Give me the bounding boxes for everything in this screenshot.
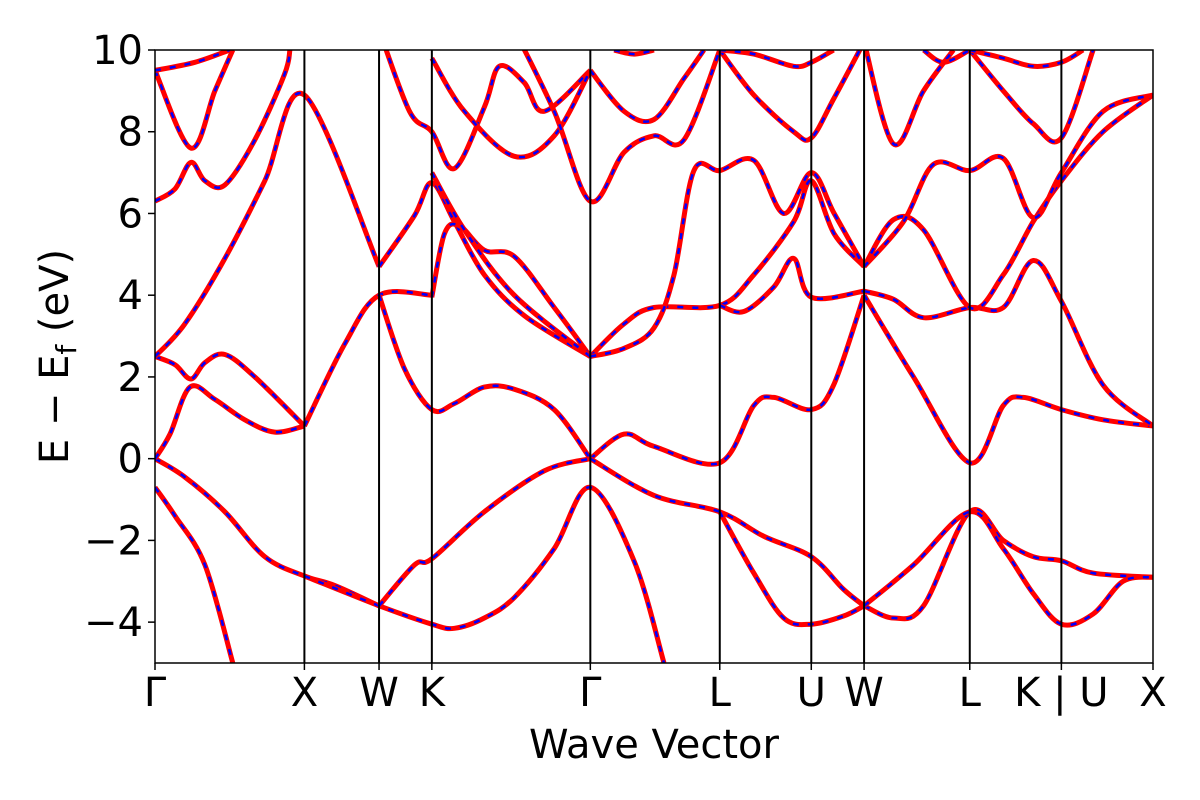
x-tick-label: K [419, 670, 447, 716]
x-tick-label: W [359, 670, 399, 716]
band-line-overlay-21 [589, 157, 866, 358]
band-line-overlay-20 [589, 179, 866, 358]
band-line-37 [969, 50, 1085, 69]
x-tick-label: X [1139, 670, 1166, 716]
x-tick-label: W [844, 670, 884, 716]
band-line-29 [862, 509, 1153, 628]
band-line-overlay-3 [155, 352, 306, 427]
band-line-14 [429, 171, 592, 359]
y-tick-label: 6 [118, 191, 143, 237]
y-tick-label: 0 [118, 437, 143, 483]
y-axis-label-subscript: f [50, 344, 83, 355]
band-line-28 [863, 507, 1153, 622]
band-line-overlay-13 [430, 222, 592, 358]
y-axis-label-unit: (eV) [32, 249, 78, 345]
band-line-overlay-14 [430, 171, 592, 358]
x-tick-label: K | U [1014, 670, 1108, 716]
x-axis-label: Wave Vector [529, 722, 780, 768]
band-line-overlay-31 [863, 259, 1153, 427]
band-line-overlay-18 [589, 50, 705, 123]
band-line-overlay-34 [864, 50, 955, 147]
band-line-overlay-33 [863, 93, 1153, 268]
band-line-33 [862, 92, 1153, 269]
band-line-overlay-15 [384, 50, 592, 170]
band-line-6 [155, 50, 236, 151]
band-line-30 [861, 293, 1153, 466]
band-line-8 [303, 484, 667, 663]
band-line-overlay-28 [863, 508, 1153, 621]
band-line-20 [588, 178, 866, 359]
y-tick-label: −2 [84, 518, 143, 564]
y-tick-label: 8 [118, 110, 143, 156]
band-line-26 [717, 50, 863, 143]
band-line-overlay-0 [155, 486, 235, 663]
band-lines [155, 50, 1153, 663]
x-tick-label: U [797, 670, 826, 716]
band-line-overlay-19 [613, 50, 655, 56]
kpoint-lines [303, 50, 1063, 663]
band-line-10 [376, 294, 593, 461]
band-line-4 [155, 90, 382, 359]
band-line-overlay-1 [155, 457, 380, 607]
band-line-overlay-27 [719, 50, 835, 68]
band-line-overlay-36 [968, 50, 1095, 144]
band-line-overlay-12 [378, 181, 591, 358]
band-line-overlay-11 [378, 457, 591, 607]
band-line-34 [863, 50, 956, 148]
band-line-11 [377, 456, 591, 608]
x-tick-label: L [959, 670, 982, 716]
band-line-9 [302, 289, 432, 428]
band-line-overlay-16 [430, 57, 592, 159]
band-line-overlay-29 [863, 510, 1153, 627]
band-line-overlay-17 [523, 50, 721, 203]
y-tick-label: 2 [118, 355, 143, 401]
band-line-overlay-30 [863, 294, 1153, 465]
band-line-overlay-35 [922, 50, 971, 64]
band-line-overlay-10 [377, 294, 592, 460]
band-line-overlay-2 [155, 384, 305, 460]
band-line-32 [861, 92, 1153, 312]
band-line-22 [718, 255, 865, 315]
band-line-overlay-26 [718, 50, 862, 142]
band-line-25 [717, 510, 866, 628]
band-line-overlay-25 [718, 511, 865, 626]
band-line-2 [155, 383, 306, 461]
band-line-18 [588, 50, 706, 125]
y-axis-label: E − Ef (eV) [32, 249, 83, 464]
band-line-7 [155, 50, 231, 73]
band-line-17 [521, 50, 723, 205]
band-line-0 [155, 485, 236, 663]
y-tick-label: −4 [84, 600, 143, 646]
x-tick-label: Γ [579, 670, 602, 716]
plot-frame [154, 49, 1154, 664]
x-tick-label: L [709, 670, 732, 716]
y-axis-ticks: −4 −2 0 2 4 6 8 10 [84, 28, 155, 646]
band-line-overlay-37 [969, 50, 1084, 68]
band-line-overlay-9 [303, 290, 432, 427]
y-tick-label: 10 [92, 28, 143, 74]
band-line-overlay-5 [155, 50, 292, 203]
band-line-overlay-24 [589, 457, 865, 607]
band-line-overlay-23 [589, 294, 866, 466]
band-line-overlay-22 [719, 257, 865, 314]
band-line-24 [589, 456, 866, 608]
y-tick-label: 4 [118, 273, 143, 319]
x-tick-label: Γ [144, 670, 167, 716]
x-tick-label: X [291, 670, 318, 716]
y-axis-label-main: E − E [32, 355, 78, 465]
